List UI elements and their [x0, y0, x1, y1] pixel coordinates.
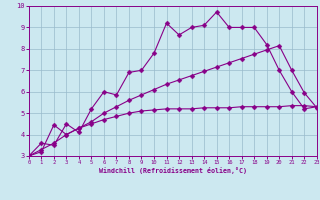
X-axis label: Windchill (Refroidissement éolien,°C): Windchill (Refroidissement éolien,°C) — [99, 167, 247, 174]
